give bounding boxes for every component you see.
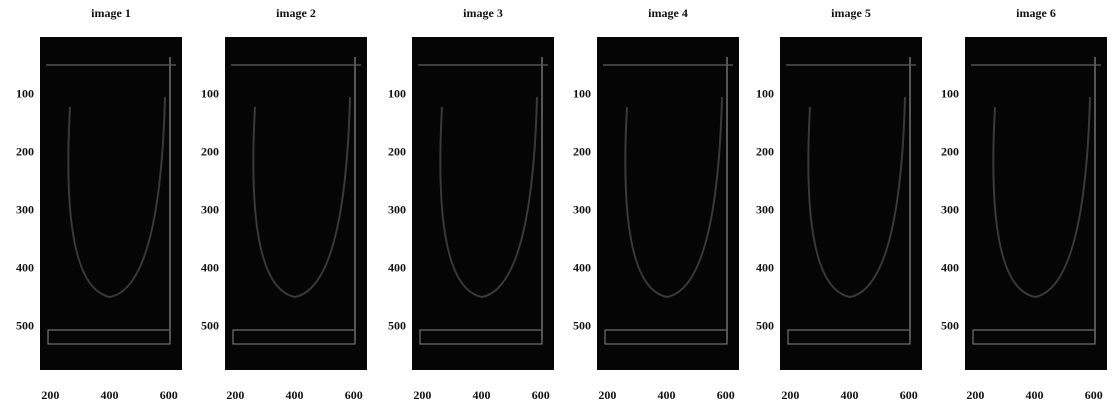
image-panel: image 2 100 200 300 400 500 200 400 600	[201, 6, 367, 402]
image	[597, 37, 739, 370]
y-tick-label: 500	[573, 318, 591, 332]
image-panel: image 4 100 200 300 400 500 200 400 600	[573, 6, 739, 402]
y-tick-label: 200	[941, 145, 959, 159]
y-tick-label: 200	[388, 145, 406, 159]
y-tick-label: 200	[16, 145, 34, 159]
panel-title: image 1	[91, 6, 131, 20]
x-tick-label: 200	[966, 388, 984, 402]
x-tick-label: 600	[345, 388, 363, 402]
image-detail	[439, 96, 538, 299]
image-panel: image 6 100 200 300 400 500 200 400 600	[941, 6, 1107, 402]
x-tick-label: 400	[1026, 388, 1044, 402]
y-tick-label: 300	[941, 202, 959, 216]
y-tick-label: 400	[756, 260, 774, 274]
y-tick-label: 300	[201, 202, 219, 216]
y-tick-label: 300	[388, 202, 406, 216]
y-tick-label: 200	[756, 145, 774, 159]
panel-title: image 6	[1016, 6, 1056, 20]
image-panel: image 3 100 200 300 400 500 200 400 600	[388, 6, 554, 402]
image	[412, 37, 554, 370]
y-tick-label: 500	[756, 318, 774, 332]
image-detail	[252, 96, 351, 299]
y-tick-label: 500	[201, 318, 219, 332]
y-tick-label: 400	[941, 260, 959, 274]
y-tick-label: 400	[388, 260, 406, 274]
x-tick-label: 200	[413, 388, 431, 402]
y-tick-label: 100	[573, 87, 591, 101]
y-tick-label: 400	[573, 260, 591, 274]
y-tick-label: 300	[16, 202, 34, 216]
x-tick-label: 200	[226, 388, 244, 402]
x-tick-label: 600	[1085, 388, 1103, 402]
x-tick-label: 400	[473, 388, 491, 402]
image-detail	[67, 96, 166, 299]
x-tick-label: 600	[160, 388, 178, 402]
y-tick-label: 100	[16, 87, 34, 101]
image	[965, 37, 1107, 370]
panel-title: image 2	[276, 6, 316, 20]
image	[225, 37, 367, 370]
panel-title: image 3	[463, 6, 503, 20]
y-tick-label: 100	[201, 87, 219, 101]
panel-title: image 5	[831, 6, 871, 20]
x-tick-label: 200	[781, 388, 799, 402]
y-tick-label: 500	[941, 318, 959, 332]
y-tick-label: 300	[756, 202, 774, 216]
image	[780, 37, 922, 370]
y-tick-label: 100	[941, 87, 959, 101]
y-tick-label: 100	[388, 87, 406, 101]
y-tick-label: 100	[756, 87, 774, 101]
x-tick-label: 200	[41, 388, 59, 402]
image-detail	[624, 96, 723, 299]
y-tick-label: 500	[16, 318, 34, 332]
x-tick-label: 200	[598, 388, 616, 402]
y-tick-label: 400	[201, 260, 219, 274]
x-tick-label: 400	[658, 388, 676, 402]
y-tick-label: 500	[388, 318, 406, 332]
x-tick-label: 400	[841, 388, 859, 402]
image-detail	[992, 96, 1091, 299]
image	[40, 37, 182, 370]
image-panel: image 1 100 200 300 400 500 200 400 600	[16, 6, 182, 402]
y-tick-label: 400	[16, 260, 34, 274]
x-tick-label: 400	[286, 388, 304, 402]
image-panel: image 5 100 200 300 400 500 200 400 600	[756, 6, 922, 402]
x-tick-label: 600	[900, 388, 918, 402]
x-tick-label: 600	[532, 388, 550, 402]
image-detail	[807, 96, 906, 299]
panel-title: image 4	[648, 6, 688, 20]
y-tick-label: 200	[201, 145, 219, 159]
y-tick-label: 200	[573, 145, 591, 159]
x-tick-label: 400	[101, 388, 119, 402]
y-tick-label: 300	[573, 202, 591, 216]
x-tick-label: 600	[717, 388, 735, 402]
